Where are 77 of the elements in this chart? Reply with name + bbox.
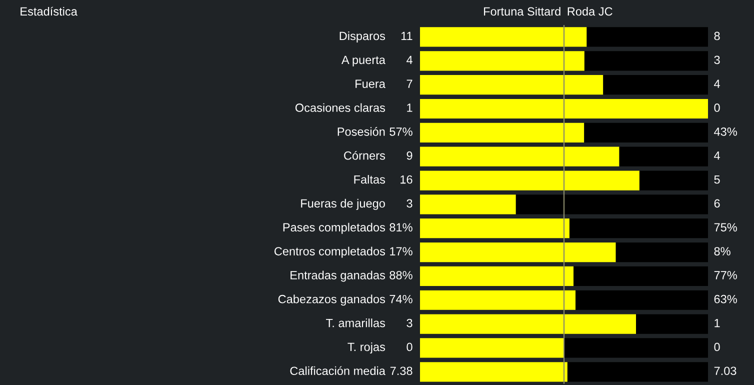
bar <box>420 146 620 166</box>
text: 7.03 <box>714 366 736 376</box>
y-tick-label: Fueras de juego <box>301 198 385 210</box>
y-tick-label: Disparos <box>340 31 386 42</box>
bar <box>564 338 708 358</box>
text: 11 <box>401 32 412 40</box>
y-tick-label: A puerta <box>341 56 386 66</box>
text: 4 <box>406 56 412 64</box>
bar <box>420 362 568 382</box>
text: 17% <box>390 247 412 256</box>
text: 1 <box>407 104 412 112</box>
text: 77% <box>714 271 737 280</box>
bar <box>636 314 708 334</box>
bar <box>603 75 708 95</box>
text: 5 <box>714 175 720 184</box>
y-tick-label: Ocasiones claras <box>295 103 386 112</box>
text: 75% <box>714 223 737 232</box>
bar <box>420 314 636 334</box>
text: 7.38 <box>390 366 412 376</box>
text: 0 <box>714 342 720 352</box>
series-label: Fortuna Sittard <box>484 6 560 16</box>
bar <box>420 122 584 142</box>
text: 3 <box>714 56 720 64</box>
series-label: Roda JC <box>568 6 612 16</box>
text: 8 <box>714 32 720 40</box>
bar <box>420 266 574 286</box>
bar <box>420 242 616 262</box>
text: 74% <box>390 294 412 304</box>
bar <box>584 122 708 142</box>
y-tick-label: T. rojas <box>348 342 386 354</box>
bar <box>616 242 708 262</box>
text: 1 <box>714 318 720 328</box>
bar <box>567 362 708 382</box>
bar <box>420 75 604 95</box>
text: 0 <box>406 342 412 352</box>
bar <box>420 98 708 119</box>
text: 3 <box>406 318 412 328</box>
y-tick-label: Cabezazos ganados <box>278 294 386 306</box>
y-tick-label: Fuera <box>356 80 386 88</box>
bar <box>516 194 708 214</box>
y-tick-label: T. amarillas <box>326 318 386 328</box>
text: 0 <box>714 104 720 112</box>
bar <box>420 218 570 238</box>
bar <box>576 290 708 310</box>
bar <box>586 27 708 47</box>
bar <box>619 146 708 166</box>
text: 16 <box>400 175 412 184</box>
text: 57% <box>390 128 412 136</box>
bar <box>420 51 584 71</box>
y-tick-label: Calificación media <box>290 366 386 376</box>
text: 6 <box>714 199 720 208</box>
y-tick-label: Entradas ganadas <box>290 270 386 282</box>
text: 63% <box>714 294 737 304</box>
bar <box>420 170 640 190</box>
y-tick-label: Pases completados <box>283 222 386 234</box>
text: 7 <box>406 80 412 88</box>
bar <box>639 170 708 190</box>
text: 88% <box>390 271 412 280</box>
bar <box>420 194 516 214</box>
bar <box>420 27 587 47</box>
y-tick-label: Faltas <box>354 175 386 184</box>
bar <box>569 218 708 238</box>
text: 3 <box>406 199 412 208</box>
text: 4 <box>714 80 720 88</box>
y-tick-label: Posesión <box>338 127 385 136</box>
text: 81% <box>390 223 412 232</box>
bar <box>420 290 576 310</box>
text: 8% <box>714 247 730 256</box>
text: 4 <box>714 152 720 160</box>
bar <box>574 266 708 286</box>
y-tick-label: Córners <box>344 150 386 160</box>
bar <box>420 338 564 358</box>
bar <box>584 51 708 71</box>
y-tick-label: Centros completados <box>274 246 386 258</box>
text: 43% <box>714 127 737 136</box>
text: Estadística <box>20 6 78 16</box>
text: 9 <box>406 151 412 160</box>
